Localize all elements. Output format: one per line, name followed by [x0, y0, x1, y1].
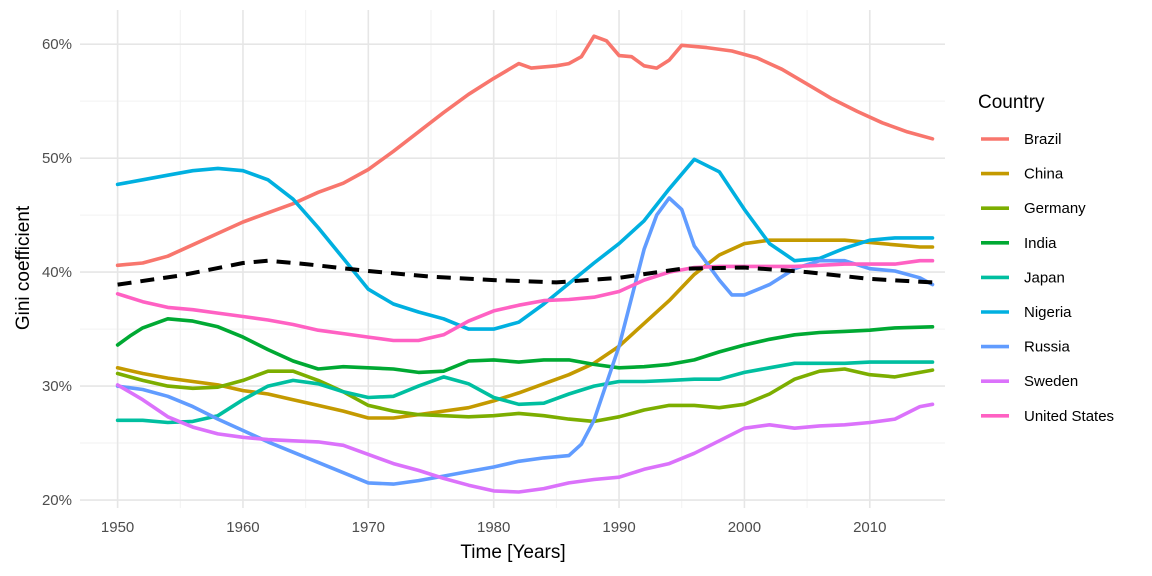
legend-label-china: China — [1024, 166, 1064, 183]
series-line-united-states — [115, 258, 935, 343]
legend-label-brazil: Brazil — [1024, 131, 1062, 148]
series-line-nigeria — [115, 157, 935, 331]
y-tick-label: 50% — [42, 150, 72, 167]
legend-label-germany: Germany — [1024, 200, 1086, 217]
y-axis-ticks: 20% 30% 40% 50% 60% — [42, 36, 72, 509]
x-tick-label: 2000 — [728, 519, 761, 536]
x-tick-label: 1990 — [602, 519, 635, 536]
series-line-japan — [115, 360, 935, 425]
legend: Country Brazil China Germany India Japan Nige… — [978, 92, 1114, 425]
x-axis-title: Time [Years] — [460, 542, 565, 563]
series-line-dashed — [117, 258, 933, 287]
series-line-brazil — [115, 34, 935, 268]
x-tick-label: 1960 — [226, 519, 259, 536]
legend-label-japan: Japan — [1024, 269, 1065, 286]
x-tick-label: 1950 — [101, 519, 134, 536]
series-line-india — [115, 317, 935, 375]
x-tick-label: 2010 — [853, 519, 886, 536]
legend-label-india: India — [1024, 235, 1057, 252]
y-tick-label: 20% — [42, 492, 72, 509]
legend-label-russia: Russia — [1024, 339, 1071, 356]
y-tick-label: 60% — [42, 36, 72, 53]
series-lines — [115, 34, 935, 494]
legend-title: Country — [978, 92, 1045, 113]
legend-label-sweden: Sweden — [1024, 373, 1078, 390]
x-tick-label: 1970 — [352, 519, 385, 536]
legend-label-united-states: United States — [1024, 408, 1114, 425]
y-tick-label: 40% — [42, 264, 72, 281]
series-line-germany — [115, 367, 935, 424]
legend-label-nigeria: Nigeria — [1024, 304, 1072, 321]
series-line-sweden — [115, 383, 935, 494]
y-tick-label: 30% — [42, 378, 72, 395]
x-axis-ticks: 1950 1960 1970 1980 1990 2000 2010 — [101, 519, 887, 536]
x-tick-label: 1980 — [477, 519, 510, 536]
y-axis-title: Gini coefficient — [13, 205, 34, 330]
